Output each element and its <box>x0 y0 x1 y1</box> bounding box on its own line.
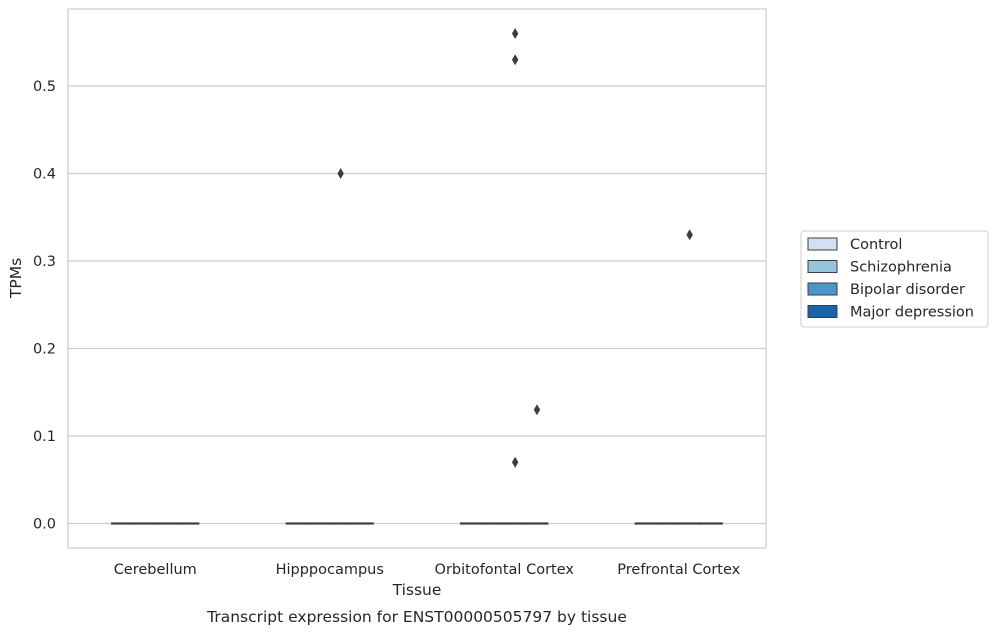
x-tick-labels: Cerebellum Hipppocampus Orbitofontal Corte… <box>114 562 741 578</box>
y-axis-title: TPMs <box>7 258 25 299</box>
y-tick-label: 0.2 <box>33 342 56 358</box>
legend-swatch <box>807 237 838 251</box>
legend-label: Control <box>850 237 902 253</box>
legend-frame <box>800 230 989 328</box>
outlier-point <box>337 168 344 179</box>
outlier-layer <box>337 28 693 468</box>
outlier-point <box>533 404 541 416</box>
y-tick-label: 0.1 <box>33 429 56 445</box>
y-tick-label: 0.0 <box>33 517 56 533</box>
x-tick-label: Hipppocampus <box>276 562 384 578</box>
y-tick-label: 0.3 <box>33 254 56 270</box>
y-tick-label: 0.4 <box>33 167 56 183</box>
legend-swatch <box>807 260 838 273</box>
chart-caption: Transcript expression for ENST0000050579… <box>206 608 627 626</box>
y-tick-labels: 0.0 0.1 0.2 0.3 0.4 0.5 <box>33 79 56 533</box>
x-tick-label: Cerebellum <box>114 562 197 578</box>
outlier-point <box>511 28 519 39</box>
box-layer <box>111 522 723 525</box>
axes-frame <box>67 8 767 549</box>
x-tick-label: Prefrontal Cortex <box>617 562 740 578</box>
outlier-point <box>686 229 693 241</box>
y-tick-label: 0.5 <box>33 79 56 95</box>
x-tick-label: Orbitofontal Cortex <box>435 562 575 578</box>
outlier-point <box>511 54 519 66</box>
legend-swatch <box>807 305 838 318</box>
legend-label: Bipolar disorder <box>850 282 965 298</box>
grid-layer <box>68 85 766 525</box>
legend-swatch <box>807 282 838 296</box>
legend-label: Schizophrenia <box>850 260 952 276</box>
legend-label: Major depression <box>850 305 974 321</box>
outlier-point <box>511 456 519 468</box>
x-axis-title: Tissue <box>392 581 442 599</box>
legend: Control Schizophrenia Bipolar disorder Majo… <box>800 230 989 328</box>
